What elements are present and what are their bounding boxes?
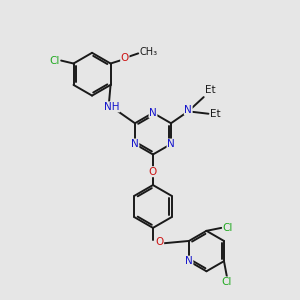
Text: NH: NH — [104, 102, 119, 112]
Text: Cl: Cl — [49, 56, 60, 65]
Text: O: O — [149, 167, 157, 177]
Text: Cl: Cl — [222, 277, 232, 287]
Text: N: N — [184, 105, 192, 115]
Text: N: N — [149, 108, 157, 118]
Text: Et: Et — [210, 109, 221, 119]
Text: O: O — [155, 237, 164, 247]
Text: N: N — [131, 139, 139, 149]
Text: CH₃: CH₃ — [140, 47, 158, 57]
Text: N: N — [185, 256, 193, 266]
Text: O: O — [121, 53, 129, 63]
Text: Cl: Cl — [223, 223, 233, 233]
Text: N: N — [167, 139, 175, 149]
Text: Et: Et — [206, 85, 216, 95]
